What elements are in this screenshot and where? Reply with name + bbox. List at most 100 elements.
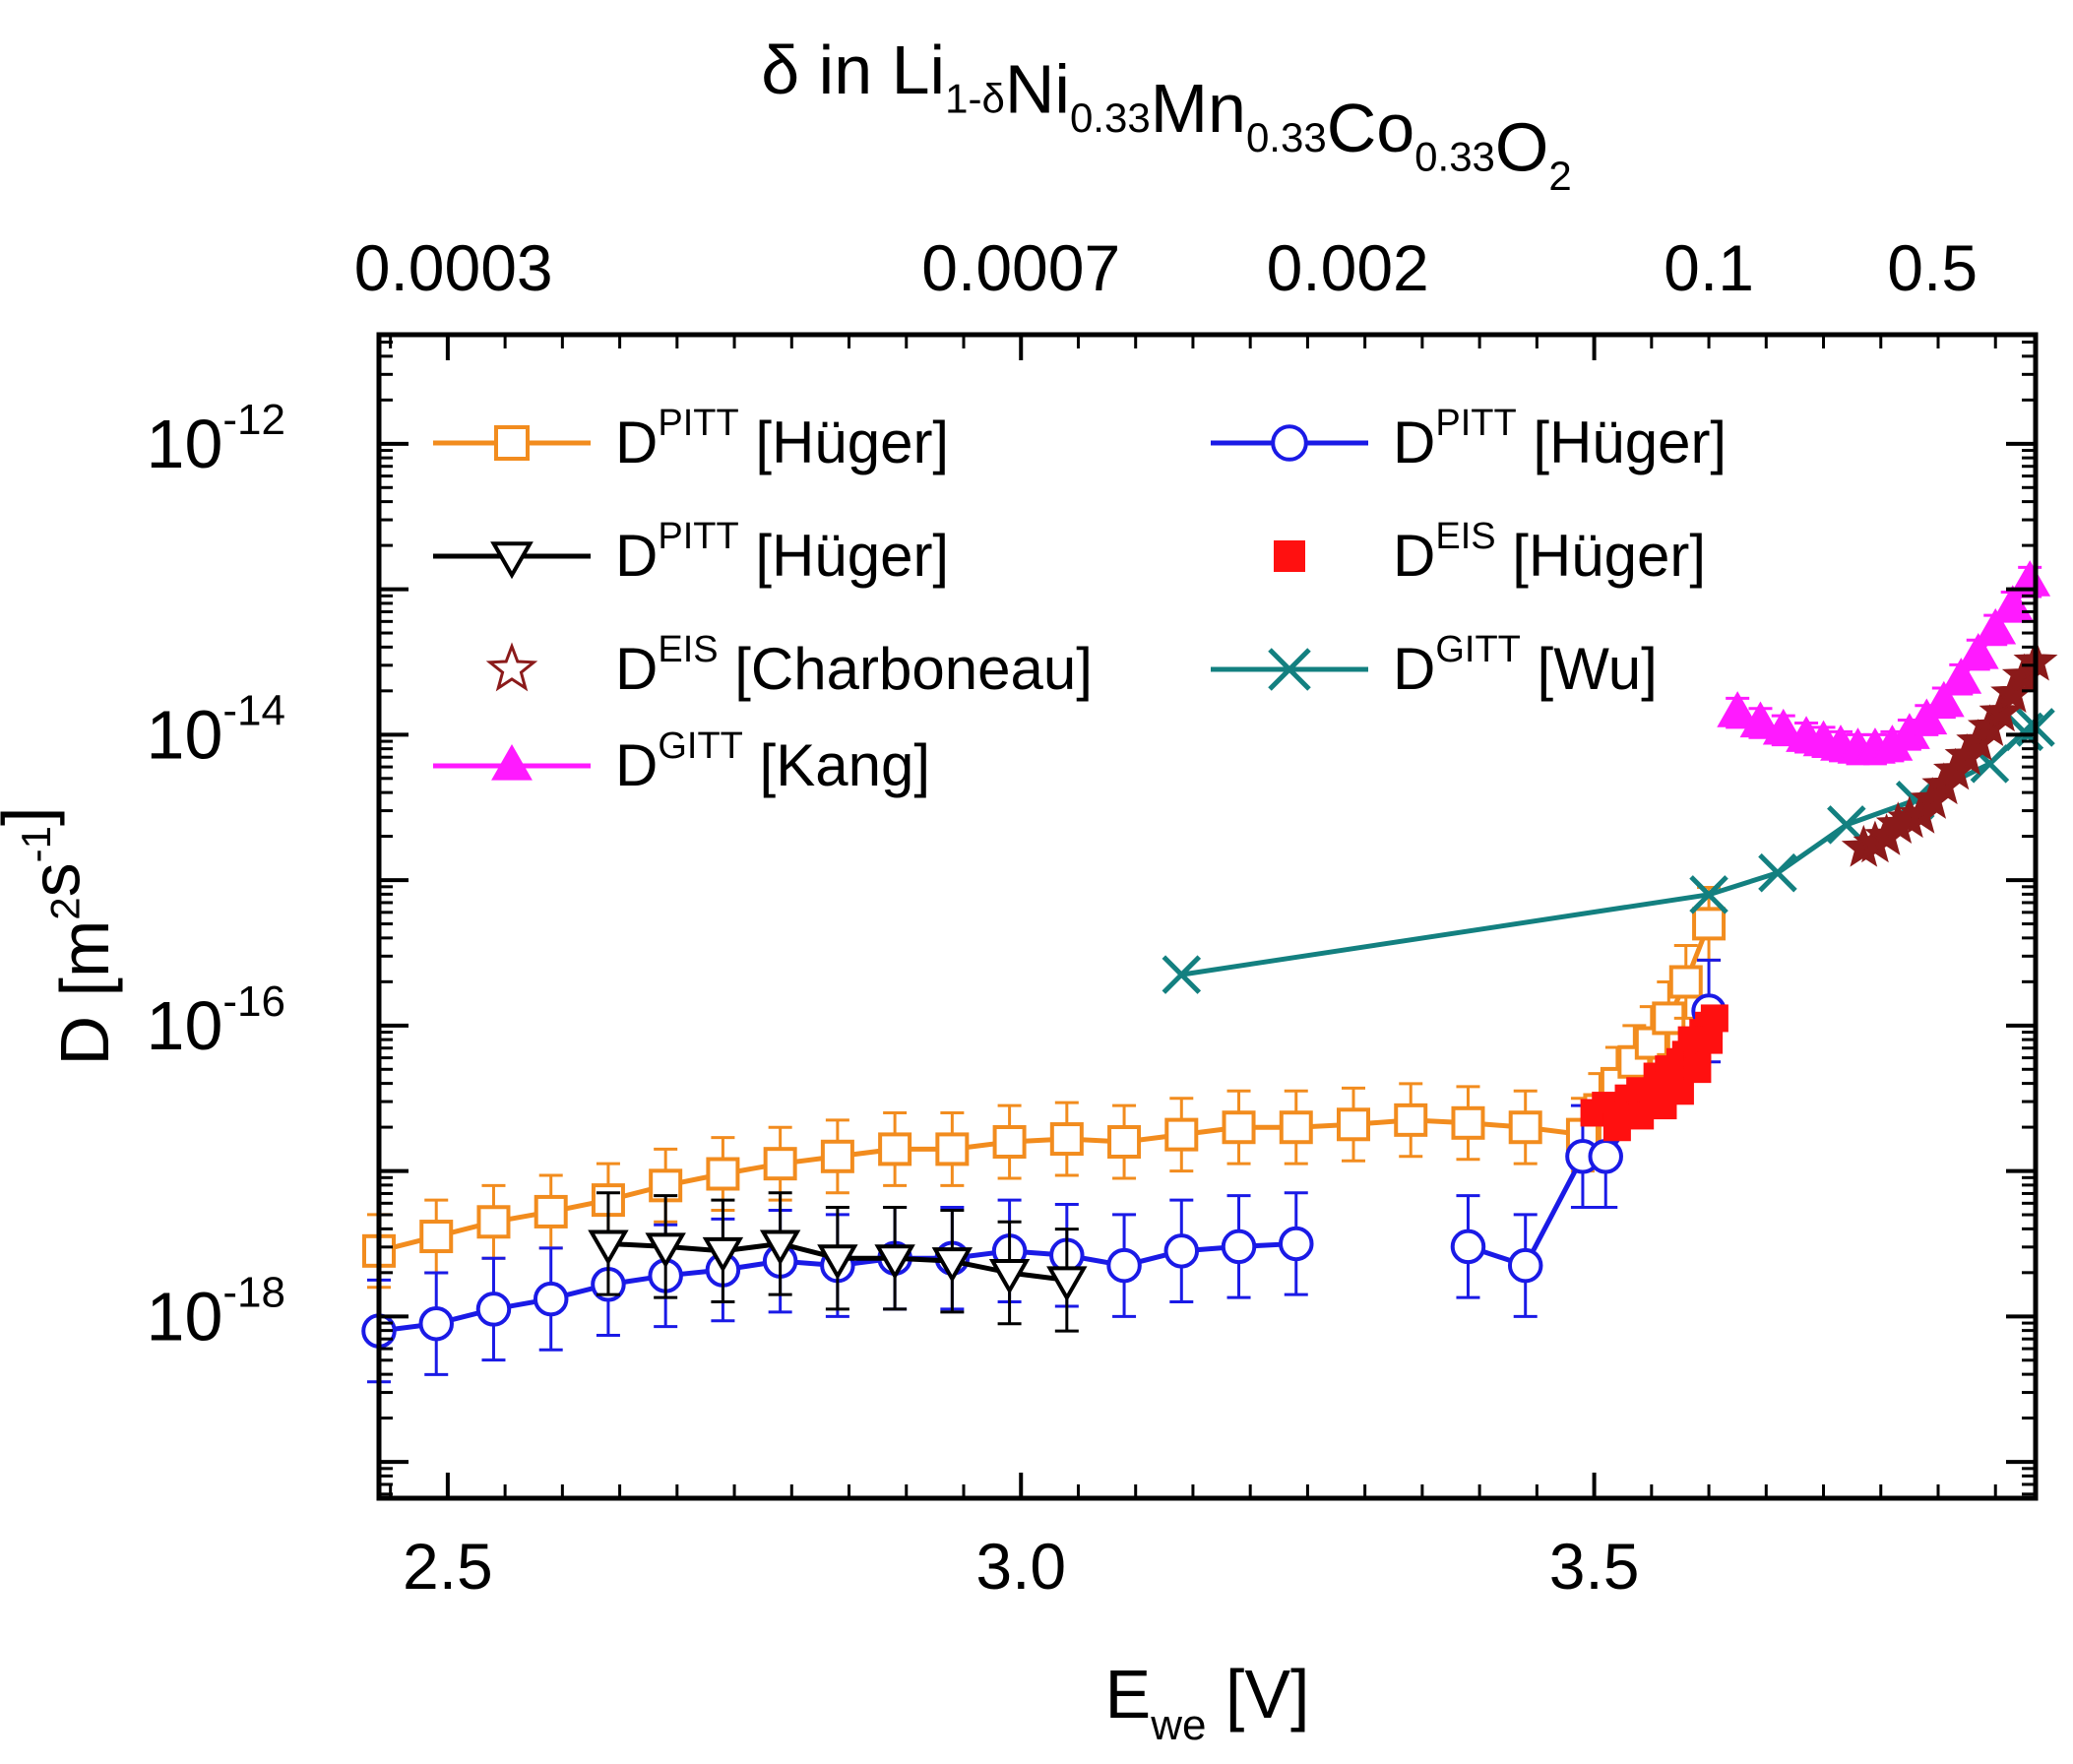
data-point bbox=[1046, 1266, 1088, 1302]
data-point bbox=[992, 1125, 1027, 1160]
legend-entry-1: DPITT [Hüger] bbox=[1211, 403, 1727, 475]
data-point bbox=[763, 1147, 797, 1181]
plot-frame bbox=[376, 332, 2039, 1501]
data-point bbox=[817, 1244, 858, 1281]
data-point bbox=[1279, 1226, 1314, 1262]
data-point bbox=[1450, 1228, 1486, 1265]
data-point bbox=[1692, 907, 1727, 941]
data-point bbox=[702, 1236, 744, 1273]
data-point bbox=[534, 1194, 568, 1228]
legend-label: DGITT [Wu] bbox=[1393, 629, 1658, 702]
legend-marker bbox=[494, 425, 530, 461]
data-point bbox=[1668, 965, 1703, 999]
data-point bbox=[1106, 1247, 1142, 1284]
series-4 bbox=[1841, 638, 2058, 867]
top-tick-label: 0.0003 bbox=[354, 231, 553, 304]
data-point bbox=[1394, 1102, 1428, 1137]
data-point bbox=[1163, 1233, 1200, 1269]
legend-label: DPITT [Hüger] bbox=[615, 516, 949, 589]
axes: 2.5 3.0 3.5 Ewe [V] 10-12 10-14 10-16 10-18 D [m… bbox=[0, 332, 2039, 1749]
top-tick-label: 0.5 bbox=[1887, 231, 1978, 304]
data-point bbox=[1689, 875, 1728, 914]
series-line bbox=[378, 922, 1712, 1254]
data-point bbox=[1695, 1026, 1724, 1054]
data-point bbox=[1758, 852, 1797, 893]
data-point bbox=[475, 1292, 512, 1327]
data-point bbox=[931, 1247, 974, 1284]
series-0 bbox=[362, 885, 1727, 1290]
data-point bbox=[820, 1139, 854, 1173]
data-point bbox=[588, 1229, 629, 1266]
legend-marker bbox=[1268, 648, 1311, 691]
data-point bbox=[1222, 1110, 1256, 1145]
series-6 bbox=[1717, 560, 2051, 766]
legend-marker bbox=[491, 743, 533, 781]
data-point bbox=[645, 1232, 686, 1269]
series-line bbox=[1180, 724, 2037, 977]
data-point bbox=[1626, 1102, 1655, 1130]
data-point bbox=[1337, 1107, 1370, 1142]
data-point bbox=[1588, 1139, 1623, 1174]
plot-area bbox=[361, 560, 2058, 1384]
legend-label: DPITT [Hüger] bbox=[615, 403, 949, 475]
data-point bbox=[1164, 1117, 1199, 1152]
x-tick-label: 3.0 bbox=[975, 1530, 1066, 1603]
x-axis-title: Ewe [V] bbox=[1105, 1656, 1310, 1749]
data-point bbox=[935, 1132, 970, 1166]
legend-label: DGITT [Kang] bbox=[615, 725, 930, 798]
y-axis-title: D [m2s-1] bbox=[0, 807, 123, 1066]
y-tick-label: 10-16 bbox=[147, 977, 285, 1064]
data-point bbox=[533, 1281, 569, 1317]
legend-entry-0: DPITT [Hüger] bbox=[433, 403, 949, 475]
data-point bbox=[1922, 680, 1965, 718]
legend-label: DEIS [Hüger] bbox=[1393, 516, 1706, 589]
legend-marker bbox=[490, 541, 534, 580]
data-point bbox=[1683, 1055, 1712, 1084]
data-point bbox=[874, 1244, 915, 1281]
legend-entry-4: DEIS [Charboneau] bbox=[485, 629, 1093, 702]
data-point bbox=[1975, 607, 2017, 645]
data-point bbox=[706, 1157, 740, 1191]
data-point bbox=[1279, 1110, 1313, 1145]
data-point bbox=[1957, 633, 1999, 669]
series-5 bbox=[1162, 708, 2055, 994]
y-tick-label: 10-12 bbox=[147, 396, 285, 482]
x-tick-label: 2.5 bbox=[403, 1530, 493, 1603]
legend-marker bbox=[1274, 540, 1305, 572]
legend-entry-3: DEIS [Hüger] bbox=[1274, 516, 1706, 589]
data-point bbox=[1602, 1113, 1631, 1142]
legend: DPITT [Hüger] DPITT [Hüger] DPITT [Hüger] D… bbox=[433, 403, 1727, 798]
series-1 bbox=[361, 958, 1727, 1384]
data-point bbox=[1162, 955, 1202, 994]
y-axis-title-group: D [m2s-1] bbox=[0, 807, 123, 1066]
legend-entry-2: DPITT [Hüger] bbox=[433, 516, 949, 589]
data-point bbox=[878, 1132, 912, 1166]
top-tick-label: 0.002 bbox=[1267, 231, 1429, 304]
legend-label: DEIS [Charboneau] bbox=[615, 629, 1093, 702]
data-point bbox=[1762, 708, 1804, 745]
data-point bbox=[1107, 1125, 1142, 1160]
data-point bbox=[418, 1305, 454, 1342]
y-tick-label: 10-14 bbox=[147, 686, 285, 773]
x-tick-label: 3.5 bbox=[1549, 1530, 1640, 1603]
legend-marker bbox=[1271, 424, 1308, 462]
top-axis-title: δ in Li1-δNi0.33Mn0.33Co0.33O2 bbox=[761, 32, 1571, 199]
data-point bbox=[759, 1229, 801, 1266]
legend-label: DPITT [Hüger] bbox=[1393, 403, 1727, 475]
data-point bbox=[1717, 691, 1759, 727]
series-3 bbox=[1580, 1004, 1728, 1142]
legend-marker bbox=[485, 642, 538, 692]
top-axis: δ in Li1-δNi0.33Mn0.33Co0.33O2 0.0003 0.00… bbox=[354, 32, 1978, 304]
data-point bbox=[988, 1258, 1031, 1294]
data-point bbox=[1507, 1247, 1543, 1284]
y-tick-label: 10-18 bbox=[147, 1268, 285, 1354]
top-tick-label: 0.0007 bbox=[921, 231, 1120, 304]
top-tick-label: 0.1 bbox=[1664, 231, 1754, 304]
data-point bbox=[1451, 1105, 1485, 1140]
data-point bbox=[1508, 1110, 1542, 1145]
data-point bbox=[419, 1220, 454, 1254]
data-point bbox=[1049, 1122, 1084, 1157]
legend-entry-6: DGITT [Kang] bbox=[433, 725, 930, 798]
data-point bbox=[1221, 1228, 1257, 1265]
